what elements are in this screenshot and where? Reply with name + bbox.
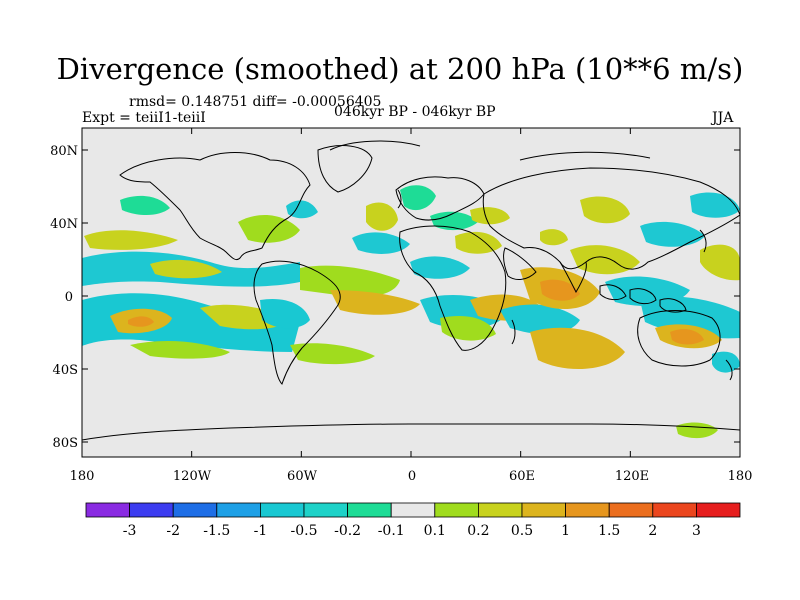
colorbar-swatch [696,502,741,518]
stats-label: rmsd= 0.148751 diff= -0.00056405 [129,94,382,110]
colorbar-swatch [85,502,130,518]
colorbar-label: 1 [561,523,570,539]
experiment-label: Expt = teiiI1-teiiI [82,110,206,126]
lat-label-40s: 40S [53,363,78,378]
lon-label-120w: 120W [173,469,212,484]
colorbar-label: -1 [254,523,268,539]
lon-label-0: 0 [408,469,416,484]
colorbar-label: 3 [692,523,701,539]
lat-label-80s: 80S [53,436,78,451]
colorbar-swatch [216,502,261,518]
colorbar-label: 0.5 [511,523,533,539]
lon-label-120e: 120E [615,469,649,484]
colorbar-swatch [477,502,523,518]
season-label: JJA [712,110,734,126]
colorbar-label: 0.1 [424,523,446,539]
colorbar-label: -0.5 [291,523,318,539]
contour-fills [82,185,740,439]
colorbar-label: 2 [648,523,657,539]
period-label: 046kyr BP - 046kyr BP [334,104,496,120]
lon-label-60e: 60E [509,469,535,484]
colorbar-label: -3 [123,523,137,539]
plot-title: Divergence (smoothed) at 200 hPa (10**6 … [56,52,744,86]
tick-marks [81,128,741,457]
colorbar-label: 1.5 [598,523,620,539]
colorbar-swatch [390,502,436,518]
lon-label-180w: 180 [70,469,95,484]
colorbar-label: -2 [166,523,180,539]
colorbar-swatch [303,502,348,518]
lat-label-0: 0 [65,290,73,305]
colorbar-swatch [434,502,479,518]
lon-label-60w: 60W [287,469,318,484]
colorbar-label: 0.2 [467,523,489,539]
colorbar-label: -0.1 [378,523,405,539]
colorbar-swatch [129,502,174,518]
colorbar-swatch [608,502,654,518]
colorbar-swatch [347,502,392,518]
colorbar-swatch [259,502,305,518]
colorbar-swatch [521,502,566,518]
lat-label-80n: 80N [50,144,78,159]
colorbar-swatch [565,502,610,518]
colorbar-label: -0.2 [334,523,361,539]
colorbar-swatch [652,502,697,518]
colorbar-swatch [172,502,218,518]
colorbar-label: -1.5 [203,523,230,539]
lat-label-40n: 40N [50,217,78,232]
colorbar: -3 -2 -1.5 -1 -0.5 -0.2 -0.1 0.1 0.2 0.5 1 1.5 2 3 [85,502,741,539]
lon-label-180e: 180 [728,469,753,484]
coastlines [82,140,740,441]
